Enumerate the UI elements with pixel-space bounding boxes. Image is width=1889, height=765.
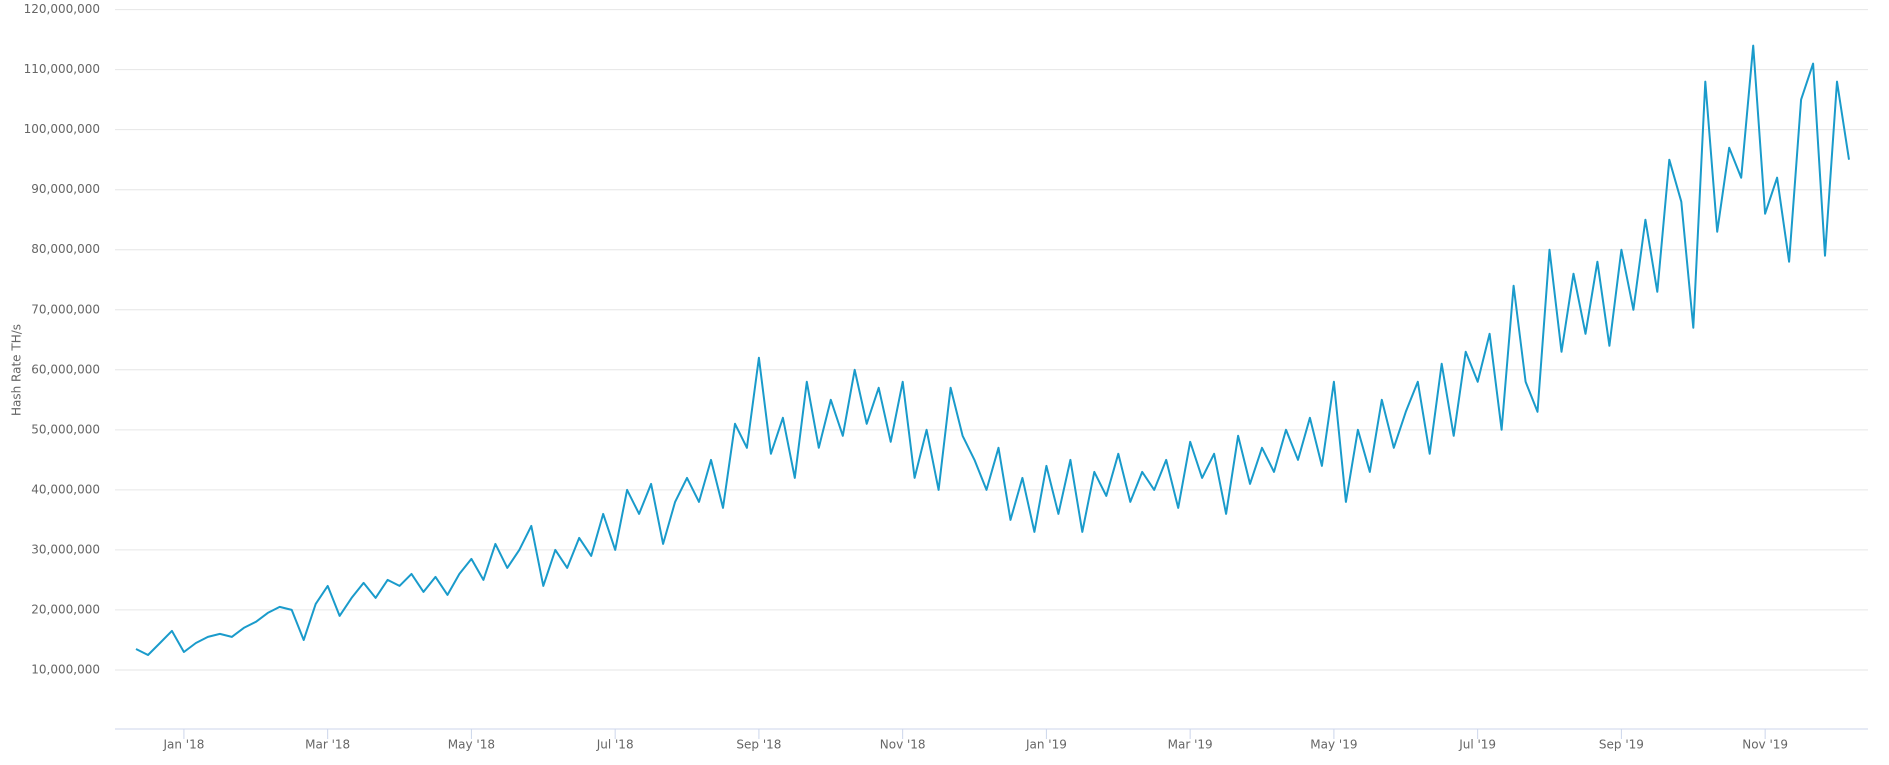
- y-tick-label: 20,000,000: [31, 602, 100, 616]
- y-tick-label: 80,000,000: [31, 242, 100, 256]
- y-tick-label: 90,000,000: [31, 182, 100, 196]
- y-tick-label: 100,000,000: [24, 122, 100, 136]
- y-tick-label: 110,000,000: [24, 62, 100, 76]
- x-tick-label: Mar '19: [1168, 738, 1213, 752]
- x-tick-label: Jul '18: [596, 738, 634, 752]
- x-tick-label: Sep '19: [1599, 738, 1644, 752]
- x-tick-label: Mar '18: [305, 738, 350, 752]
- y-axis-title: Hash Rate TH/s: [10, 324, 24, 416]
- y-tick-label: 10,000,000: [31, 662, 100, 676]
- y-tick-label: 120,000,000: [24, 2, 100, 16]
- x-tick-label: Nov '18: [880, 738, 926, 752]
- x-tick-label: Jul '19: [1458, 738, 1496, 752]
- x-tick-label: May '19: [1310, 738, 1357, 752]
- x-tick-label: May '18: [448, 738, 495, 752]
- x-tick-label: Nov '19: [1742, 738, 1788, 752]
- y-tick-label: 50,000,000: [31, 422, 100, 436]
- x-tick-label: Jan '19: [1025, 738, 1067, 752]
- y-tick-label: 40,000,000: [31, 482, 100, 496]
- y-tick-label: 30,000,000: [31, 542, 100, 556]
- x-tick-label: Jan '18: [162, 738, 204, 752]
- line-series: [135, 44, 1850, 656]
- x-tick-label: Sep '18: [736, 738, 781, 752]
- y-tick-label: 60,000,000: [31, 362, 100, 376]
- y-tick-label: 70,000,000: [31, 302, 100, 316]
